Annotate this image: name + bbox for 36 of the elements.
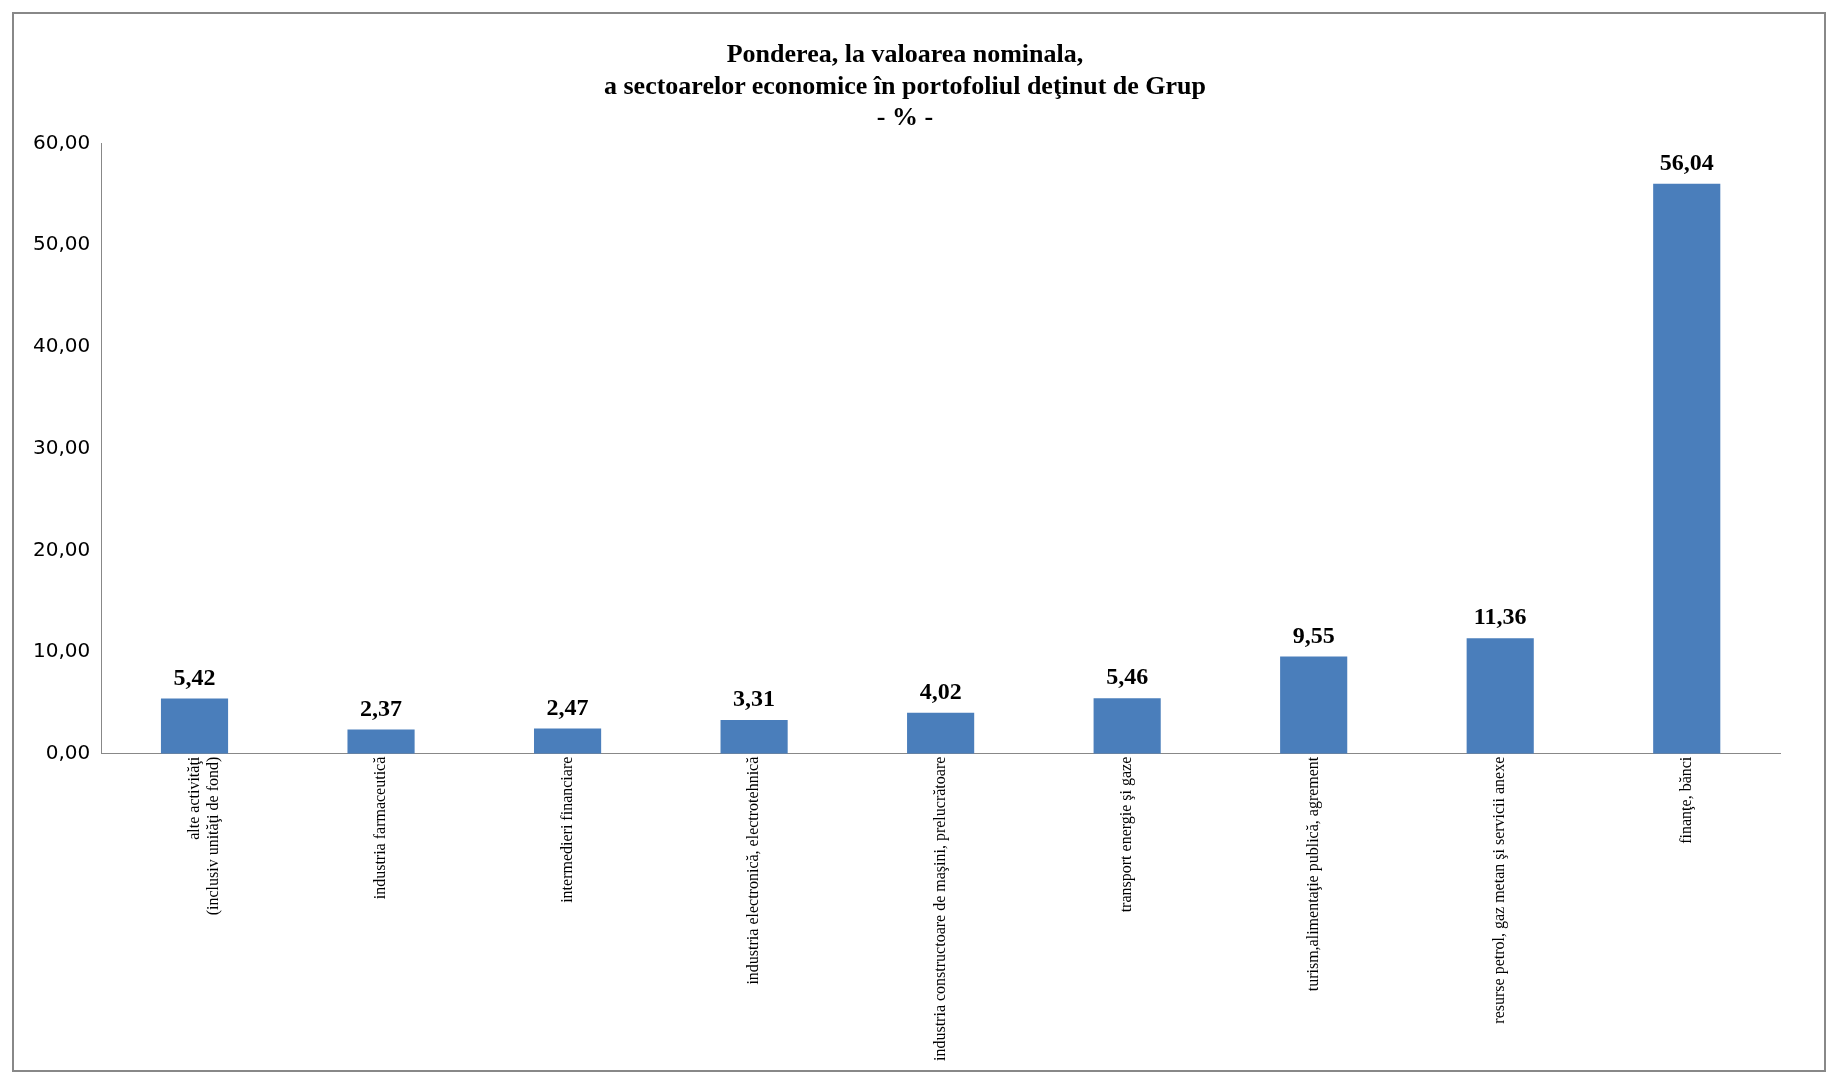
data-label: 5,46 <box>1106 663 1149 690</box>
x-tick-label: industria electronică, electrotehnică <box>744 756 762 985</box>
chart-title: Ponderea, la valoarea nominala, a sectoarelor economice în portofoliul deţinut de Grup <box>603 39 1207 100</box>
y-tick-label: 10,00 <box>32 638 91 663</box>
y-tick-label: 60,00 <box>32 129 91 154</box>
bar <box>1653 183 1721 754</box>
x-tick-label: intermedieri financiare <box>557 756 575 903</box>
bar <box>1093 698 1161 754</box>
bar <box>720 720 788 754</box>
data-label: 2,47 <box>546 693 589 720</box>
data-label: 5,42 <box>173 663 216 690</box>
x-tick-label: alte activităţi (inclusiv unităţi de fond) <box>184 756 222 916</box>
data-label: 9,55 <box>1292 621 1335 648</box>
y-tick-label: 30,00 <box>32 434 91 459</box>
y-tick-label: 20,00 <box>32 536 91 561</box>
data-label: 11,36 <box>1473 603 1527 630</box>
bar <box>907 712 975 754</box>
data-label: 2,37 <box>360 694 403 721</box>
x-tick-label: transport energie şi gaze <box>1117 756 1136 913</box>
x-tick-label: industria constructoare de maşini, prelucrătoare <box>930 756 949 1062</box>
x-tick-label: industria farmaceutică <box>371 756 389 900</box>
data-label: 3,31 <box>733 685 776 712</box>
x-tick-label: resurse petrol, gaz metan şi servicii anexe <box>1490 756 1509 1024</box>
data-label: 56,04 <box>1659 149 1714 176</box>
y-tick-label: 50,00 <box>32 231 91 256</box>
bar <box>160 698 229 754</box>
y-tick-label: 40,00 <box>32 333 91 358</box>
bar <box>347 729 415 754</box>
x-tick-label: turism,alimentaţie publică, agrement <box>1303 756 1322 992</box>
data-label: 4,02 <box>919 678 962 705</box>
bar <box>534 728 602 754</box>
bar <box>1466 638 1534 754</box>
chart-subtitle: - % - <box>876 101 934 131</box>
bar <box>1280 656 1348 754</box>
x-tick-label: finanţe, bănci <box>1676 756 1695 844</box>
y-tick-label: 0,00 <box>45 739 91 764</box>
